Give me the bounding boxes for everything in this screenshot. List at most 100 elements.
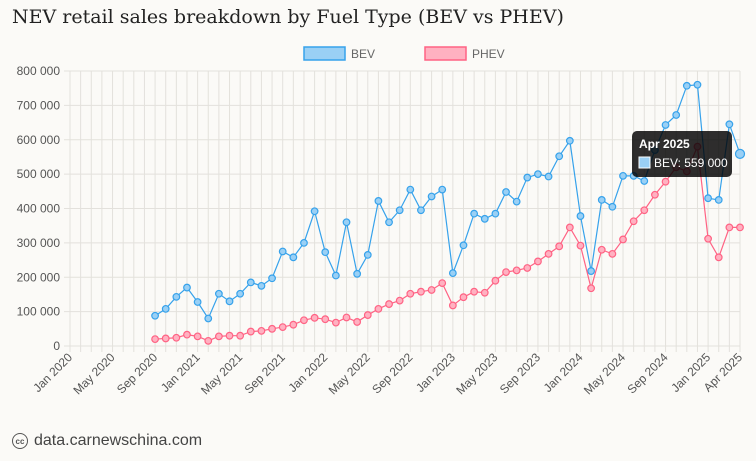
- series: [151, 80, 746, 345]
- data-point-bev: [672, 111, 681, 119]
- data-point-bev: [734, 148, 746, 159]
- data-point-phev: [300, 316, 308, 325]
- data-point-bev: [289, 253, 298, 262]
- data-point-phev: [629, 217, 638, 226]
- data-point-bev: [225, 297, 234, 306]
- data-point-bev: [161, 304, 170, 313]
- footer-source: cc data.carnewschina.com: [12, 432, 202, 450]
- data-point-bev: [278, 247, 287, 256]
- x-tick-label: Jan 2020: [30, 350, 75, 395]
- data-point-bev: [385, 218, 393, 227]
- legend-label-phev[interactable]: PHEV: [472, 47, 505, 61]
- data-point-bev: [374, 197, 383, 205]
- x-tick-label: Jan 2024: [541, 350, 586, 395]
- data-point-phev: [310, 313, 319, 322]
- data-point-bev: [427, 192, 436, 201]
- legend-swatch-phev[interactable]: [424, 46, 467, 61]
- tooltip: Apr 2025 BEV: 559 000: [632, 131, 732, 177]
- data-point-phev: [406, 289, 415, 298]
- y-tick-label: 600 000: [17, 133, 61, 147]
- data-point-phev: [278, 323, 287, 331]
- data-point-phev: [204, 336, 213, 345]
- data-point-phev: [523, 264, 532, 272]
- data-point-phev: [289, 320, 298, 329]
- data-point-bev: [246, 278, 255, 287]
- data-point-bev: [523, 173, 532, 182]
- data-point-bev: [470, 209, 479, 218]
- data-point-phev: [725, 223, 734, 232]
- data-point-phev: [448, 301, 457, 310]
- tooltip-title: Apr 2025: [639, 137, 690, 151]
- data-point-phev: [236, 331, 245, 340]
- legend-swatch-bev[interactable]: [303, 46, 346, 61]
- tooltip-label: BEV: 559 000: [654, 156, 728, 170]
- data-point-bev: [491, 209, 500, 218]
- data-point-bev: [693, 80, 702, 89]
- x-tick-label: Jan 2022: [286, 350, 331, 395]
- data-point-phev: [459, 293, 468, 302]
- data-point-bev: [257, 281, 266, 290]
- x-tick-label: Sep 2020: [114, 350, 160, 396]
- y-tick-label: 0: [53, 339, 60, 353]
- data-point-phev: [193, 332, 202, 341]
- data-point-phev: [534, 257, 542, 266]
- data-point-bev: [151, 311, 159, 320]
- series-line-bev: [154, 84, 741, 320]
- data-point-phev: [172, 333, 181, 342]
- data-point-phev: [480, 288, 489, 297]
- data-point-phev: [268, 324, 276, 333]
- data-point-bev: [406, 185, 415, 194]
- data-point-phev: [736, 223, 744, 232]
- data-point-phev: [491, 276, 500, 285]
- x-tick-label: Sep 2023: [497, 350, 543, 396]
- data-point-phev: [246, 327, 255, 336]
- data-point-phev: [342, 313, 351, 322]
- data-point-bev: [236, 289, 245, 298]
- data-point-bev: [204, 314, 213, 323]
- y-tick-label: 500 000: [17, 167, 61, 181]
- data-point-phev: [661, 177, 670, 186]
- data-point-bev: [363, 251, 372, 259]
- data-point-bev: [544, 172, 553, 181]
- source-text[interactable]: data.carnewschina.com: [34, 432, 203, 449]
- data-point-phev: [385, 300, 393, 308]
- x-tick-label: Jan 2021: [158, 350, 203, 395]
- data-point-phev: [576, 241, 585, 250]
- data-point-phev: [183, 330, 191, 339]
- data-point-phev: [374, 304, 383, 313]
- data-point-bev: [640, 177, 649, 185]
- x-tick-label: Sep 2024: [624, 350, 670, 396]
- y-tick-label: 400 000: [17, 202, 61, 216]
- data-point-phev: [331, 318, 340, 327]
- data-point-phev: [587, 284, 596, 293]
- data-point-phev: [640, 206, 649, 215]
- data-point-bev: [587, 267, 596, 275]
- y-tick-label: 100 000: [17, 305, 61, 319]
- data-point-bev: [310, 207, 319, 216]
- data-point-bev: [459, 241, 468, 250]
- data-point-bev: [619, 171, 627, 180]
- data-point-bev: [512, 197, 521, 206]
- data-point-bev: [704, 194, 712, 203]
- creative-commons-icon: cc: [12, 433, 28, 449]
- data-point-phev: [395, 296, 404, 305]
- legend-label-bev[interactable]: BEV: [351, 47, 375, 61]
- tooltip-swatch: [638, 156, 651, 169]
- data-point-bev: [395, 206, 404, 215]
- data-point-bev: [661, 121, 670, 129]
- tooltip-box: Apr 2025 BEV: 559 000: [632, 131, 732, 177]
- data-point-phev: [651, 190, 659, 199]
- data-point-phev: [214, 332, 223, 341]
- axes: 0 100 000 200 000 300 000 400 000 500 000 600 …: [17, 64, 746, 397]
- chart-title: NEV retail sales breakdown by Fuel Type …: [12, 6, 564, 28]
- data-point-phev: [470, 287, 479, 296]
- data-point-bev: [714, 196, 723, 204]
- x-tick-label: May 2020: [70, 350, 117, 397]
- data-point-phev: [608, 249, 617, 258]
- data-point-bev: [480, 214, 489, 223]
- data-point-phev: [427, 286, 436, 294]
- data-point-bev: [555, 152, 564, 161]
- data-point-bev: [608, 202, 617, 211]
- data-point-bev: [417, 206, 425, 215]
- data-point-bev: [725, 120, 734, 129]
